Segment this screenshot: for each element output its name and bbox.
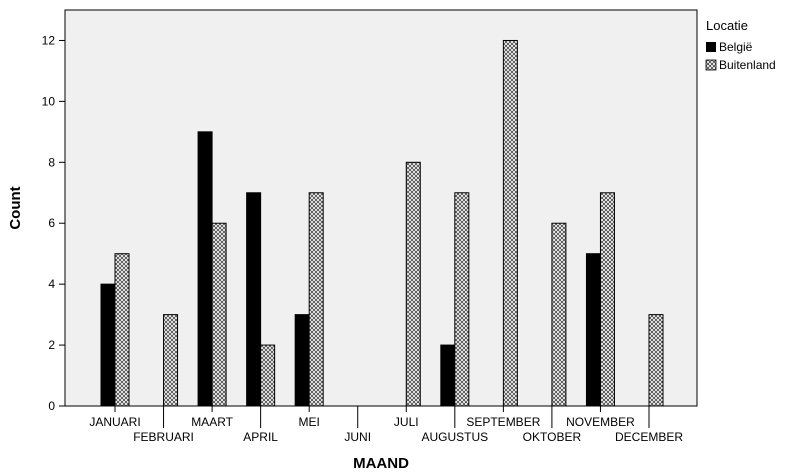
bar-buitenland-mei [308,192,324,407]
y-tick-label: 6 [48,216,55,230]
x-tick-label: MEI [299,415,320,429]
legend-label-buitenland: Buitenland [719,58,776,72]
bar-buitenland-januari [114,253,130,407]
legend-swatch-buitenland [705,59,717,71]
y-tick-label: 2 [48,338,55,352]
bar-belgie-maart [197,131,213,407]
y-axis: 0 2 4 6 8 10 12 [42,33,65,413]
x-tick-label: APRIL [243,430,278,444]
y-tick-label: 8 [48,155,55,169]
x-tick-label: JANUARI [89,415,140,429]
bar-buitenland-oktober [551,222,567,407]
bar-belgie-november [585,253,601,407]
y-tick-label: 4 [48,277,55,291]
bar-belgie-mei [294,314,310,407]
bars [100,39,664,407]
bar-buitenland-november [599,192,615,407]
legend-label-belgie: België [719,40,753,54]
x-tick-label: DECEMBER [615,430,683,444]
bar-buitenland-december [648,314,664,407]
bar-belgie-april [246,192,262,407]
y-tick-label: 10 [42,94,56,108]
bar-buitenland-maart [211,222,227,407]
bar-buitenland-juli [405,161,421,407]
bar-belgie-januari [100,283,116,407]
bar-buitenland-september [502,39,518,407]
y-tick-label: 12 [42,33,56,47]
x-tick-label: FEBRUARI [133,430,194,444]
x-tick-label: OKTOBER [523,430,582,444]
x-tick-label: MAART [191,415,233,429]
y-axis-title: Count [7,186,24,229]
bar-buitenland-april [260,344,276,407]
x-tick-label: AUGUSTUS [421,430,488,444]
x-tick-label: SEPTEMBER [466,415,540,429]
x-tick-label: NOVEMBER [566,415,635,429]
x-tick-label: JULI [394,415,419,429]
x-tick-label: JUNI [344,430,371,444]
bar-buitenland-februari [163,314,179,407]
bar-buitenland-augustus [454,192,470,407]
legend-swatch-belgie [706,42,716,52]
legend: Locatie België Buitenland [705,18,776,72]
y-tick-label: 0 [48,399,55,413]
legend-title: Locatie [706,18,748,33]
x-axis-title: MAAND [353,455,409,472]
bar-belgie-augustus [440,344,456,407]
